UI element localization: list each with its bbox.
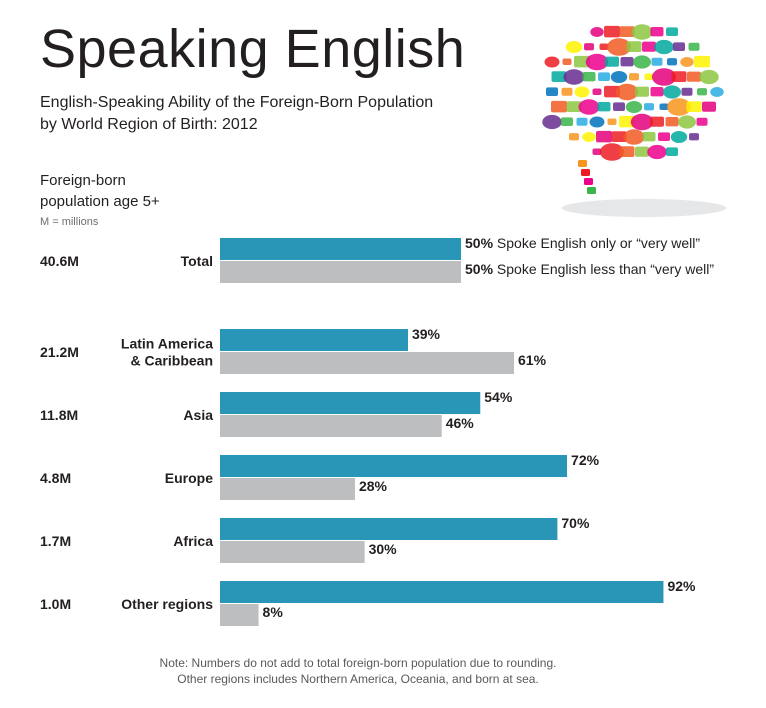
population-value: 21.2M	[40, 344, 79, 360]
speech-bubble-icon	[542, 24, 726, 217]
data-label: 30%	[369, 541, 398, 557]
bar-less-than-very-well	[220, 352, 515, 374]
category-label: Other regions	[121, 596, 213, 612]
data-label: 70%	[561, 515, 590, 531]
category-label: Total	[181, 253, 213, 269]
bar-less-than-very-well	[220, 541, 365, 563]
category-label: Latin America	[121, 336, 213, 352]
bar-very-well	[220, 455, 568, 477]
chart-subtitle: English-Speaking Ability of the Foreign-…	[40, 92, 500, 136]
category-label: Europe	[165, 470, 213, 486]
bar-very-well	[220, 518, 558, 540]
footnote-line-2: Other regions includes Northern America,…	[177, 672, 539, 686]
data-label: 8%	[263, 604, 284, 620]
page-title: Speaking English	[40, 19, 466, 79]
data-label: 46%	[446, 415, 475, 431]
population-value: 1.7M	[40, 533, 71, 549]
category-label: Africa	[173, 533, 213, 549]
population-value: 4.8M	[40, 470, 71, 486]
data-label: 50% Spoke English only or “very well”	[465, 235, 700, 251]
data-label: 50% Spoke English less than “very well”	[465, 261, 714, 277]
bar-very-well	[220, 392, 481, 414]
data-label: 28%	[359, 478, 388, 494]
category-label: Asia	[183, 407, 213, 423]
data-label: 39%	[412, 326, 441, 342]
units-note: M = millions	[40, 216, 99, 228]
subtitle-line-1: English-Speaking Ability of the Foreign-…	[40, 94, 434, 111]
population-column-label: Foreign-born population age 5+	[40, 170, 210, 212]
population-value: 40.6M	[40, 253, 79, 269]
population-value: 1.0M	[40, 596, 71, 612]
category-label: & Caribbean	[131, 353, 213, 369]
population-value: 11.8M	[40, 407, 78, 423]
bar-chart: 40.6M Total 50% Spoke English only or “ver…	[40, 235, 714, 626]
population-label-line-2: population age 5+	[40, 193, 160, 210]
data-label: 54%	[484, 389, 513, 405]
footnote: Note: Numbers do not add to total foreig…	[0, 655, 716, 687]
bar-less-than-very-well	[220, 478, 355, 500]
subtitle-line-2: by World Region of Birth: 2012	[40, 116, 258, 133]
bar-less-than-very-well	[220, 604, 259, 626]
bar-less-than-very-well	[220, 261, 461, 283]
data-label: 72%	[571, 452, 600, 468]
bar-very-well	[220, 238, 461, 260]
bar-very-well	[220, 581, 664, 603]
data-label: 61%	[518, 352, 547, 368]
bar-less-than-very-well	[220, 415, 442, 437]
data-label: 92%	[667, 578, 696, 594]
bar-very-well	[220, 329, 408, 351]
footnote-line-1: Note: Numbers do not add to total foreig…	[159, 656, 557, 670]
population-label-line-1: Foreign-born	[40, 172, 126, 189]
